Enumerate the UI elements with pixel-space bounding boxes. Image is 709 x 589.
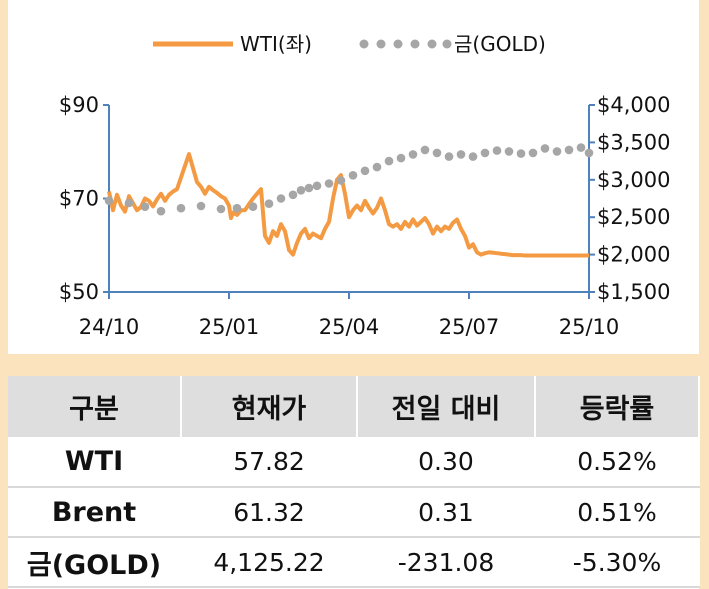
legend-gold-label: 금(GOLD) xyxy=(454,32,546,56)
gold-point xyxy=(216,204,226,214)
gold-point xyxy=(336,176,346,185)
gold-point xyxy=(576,143,586,152)
x-axis-tick-label: 25/07 xyxy=(439,315,500,339)
right-axis-tick-label: $3,500 xyxy=(597,130,670,154)
gold-point xyxy=(348,171,358,180)
header-change: 전일 대비 xyxy=(357,376,536,437)
left-axis-tick-label: $70 xyxy=(59,187,99,211)
gold-point xyxy=(564,145,574,155)
gold-point xyxy=(296,186,306,195)
gold-point xyxy=(196,201,206,211)
x-axis-tick-label: 25/04 xyxy=(319,315,380,339)
x-axis-tick-label: 25/10 xyxy=(559,315,620,339)
row-change: 0.31 xyxy=(357,487,536,538)
left-axis-tick-label: $50 xyxy=(59,280,99,304)
row-price: 57.82 xyxy=(181,437,358,488)
gold-point xyxy=(504,147,514,156)
left-axis-tick-label: $90 xyxy=(59,93,99,117)
row-name: 금(GOLD) xyxy=(8,537,182,588)
row-name: WTI xyxy=(8,437,182,488)
gold-point xyxy=(372,162,382,172)
frame-border-left xyxy=(0,0,8,589)
frame-divider xyxy=(0,354,709,376)
right-axis-tick-label: $3,000 xyxy=(597,168,670,192)
x-axis-tick-label: 24/10 xyxy=(79,315,140,339)
gold-point xyxy=(420,145,430,155)
gold-point xyxy=(516,149,526,158)
right-axis-tick-label: $2,500 xyxy=(597,205,670,229)
gold-point xyxy=(492,146,502,155)
gold-point xyxy=(104,196,114,205)
gold-point xyxy=(156,206,166,216)
gold-point xyxy=(288,190,298,200)
table-row: 금(GOLD) 4,125.22 -231.08 -5.30% xyxy=(8,537,700,588)
gold-point xyxy=(324,179,334,188)
gold-point xyxy=(140,202,150,211)
gold-point xyxy=(552,147,562,156)
gold-point xyxy=(408,150,418,159)
axes: $90 $70 $50 $4,000 $3,500 $3,000 $2,500 $2,000 $… xyxy=(59,93,671,339)
gold-point xyxy=(276,194,286,203)
gold-point xyxy=(540,144,550,153)
legend-wti-label: WTI(좌) xyxy=(240,32,312,56)
gold-point xyxy=(432,148,442,158)
gold-point xyxy=(304,183,314,193)
header-current-price: 현재가 xyxy=(181,376,358,437)
price-table-container: 구분 현재가 전일 대비 등락률 WTI 57.82 0.30 0.52% Br… xyxy=(8,376,700,589)
header-category: 구분 xyxy=(8,376,182,437)
price-chart: WTI(좌) 금(GOLD) $90 $70 $50 $4,000 $3,500 $3,0… xyxy=(59,32,671,339)
gold-point xyxy=(176,203,186,213)
row-name: Brent xyxy=(8,487,182,538)
legend-gold-swatch xyxy=(359,39,452,49)
gold-point xyxy=(584,148,594,158)
row-price: 4,125.22 xyxy=(181,537,358,588)
table-row: Brent 61.32 0.31 0.51% xyxy=(8,487,700,538)
row-rate: -5.30% xyxy=(535,537,700,588)
gold-point xyxy=(264,199,274,208)
gold-point xyxy=(468,152,478,161)
price-table: 구분 현재가 전일 대비 등락률 WTI 57.82 0.30 0.52% Br… xyxy=(8,376,700,588)
frame-border-right xyxy=(699,0,709,589)
series-line-wti xyxy=(107,152,590,258)
table-row: WTI 57.82 0.30 0.52% xyxy=(8,437,700,488)
right-axis-tick-label: $1,500 xyxy=(597,280,670,304)
row-price: 61.32 xyxy=(181,487,358,538)
row-rate: 0.51% xyxy=(535,487,700,538)
gold-point xyxy=(248,202,258,211)
gold-point xyxy=(360,166,370,176)
table-header-row: 구분 현재가 전일 대비 등락률 xyxy=(8,376,700,437)
row-change: 0.30 xyxy=(357,437,536,488)
gold-point xyxy=(480,148,490,158)
row-rate: 0.52% xyxy=(535,437,700,488)
gold-point xyxy=(232,203,242,213)
gold-point xyxy=(124,198,134,208)
gold-point xyxy=(384,156,394,166)
gold-point xyxy=(396,153,406,163)
right-axis-tick-label: $2,000 xyxy=(597,243,670,267)
gold-point xyxy=(456,150,466,159)
gold-point xyxy=(528,148,538,158)
header-rate: 등락률 xyxy=(535,376,700,437)
gold-point xyxy=(444,152,454,161)
series-layer xyxy=(104,143,594,258)
right-axis-tick-label: $4,000 xyxy=(597,93,670,117)
legend: WTI(좌) 금(GOLD) xyxy=(153,32,546,56)
gold-point xyxy=(312,181,322,191)
x-axis-tick-label: 25/01 xyxy=(199,315,260,339)
row-change: -231.08 xyxy=(357,537,536,588)
